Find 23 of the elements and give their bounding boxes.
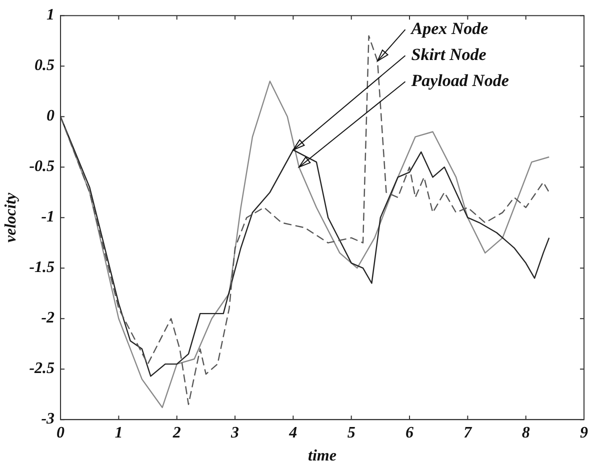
annotation: Payload Node [410, 70, 510, 90]
y-tick-label: 0 [46, 108, 55, 125]
x-tick-label: 5 [347, 424, 356, 442]
x-tick-label: 7 [464, 424, 473, 442]
annotation: Apex Node [410, 18, 489, 38]
y-tick-label: -3 [41, 410, 55, 428]
x-tick-label: 9 [580, 424, 588, 442]
x-tick-label: 3 [230, 424, 240, 442]
x-tick-label: 6 [406, 424, 414, 442]
y-tick-label: -2 [41, 310, 55, 327]
y-tick-label: -1 [41, 208, 55, 226]
y-axis-title: velocity [2, 192, 20, 242]
y-tick-label: -1.5 [29, 259, 55, 276]
y-tick-label: -0.5 [29, 158, 55, 176]
y-tick-label: 0.5 [34, 57, 55, 74]
x-tick-label: 1 [114, 424, 123, 442]
x-tick-label: 2 [172, 424, 181, 442]
x-tick-label: 8 [522, 424, 530, 442]
y-tick-label: 1 [46, 6, 55, 24]
y-tick-label: -2.5 [29, 360, 55, 378]
annotation: Skirt Node [411, 44, 487, 64]
x-tick-label: 4 [288, 424, 298, 442]
x-axis-title: time [308, 448, 336, 465]
